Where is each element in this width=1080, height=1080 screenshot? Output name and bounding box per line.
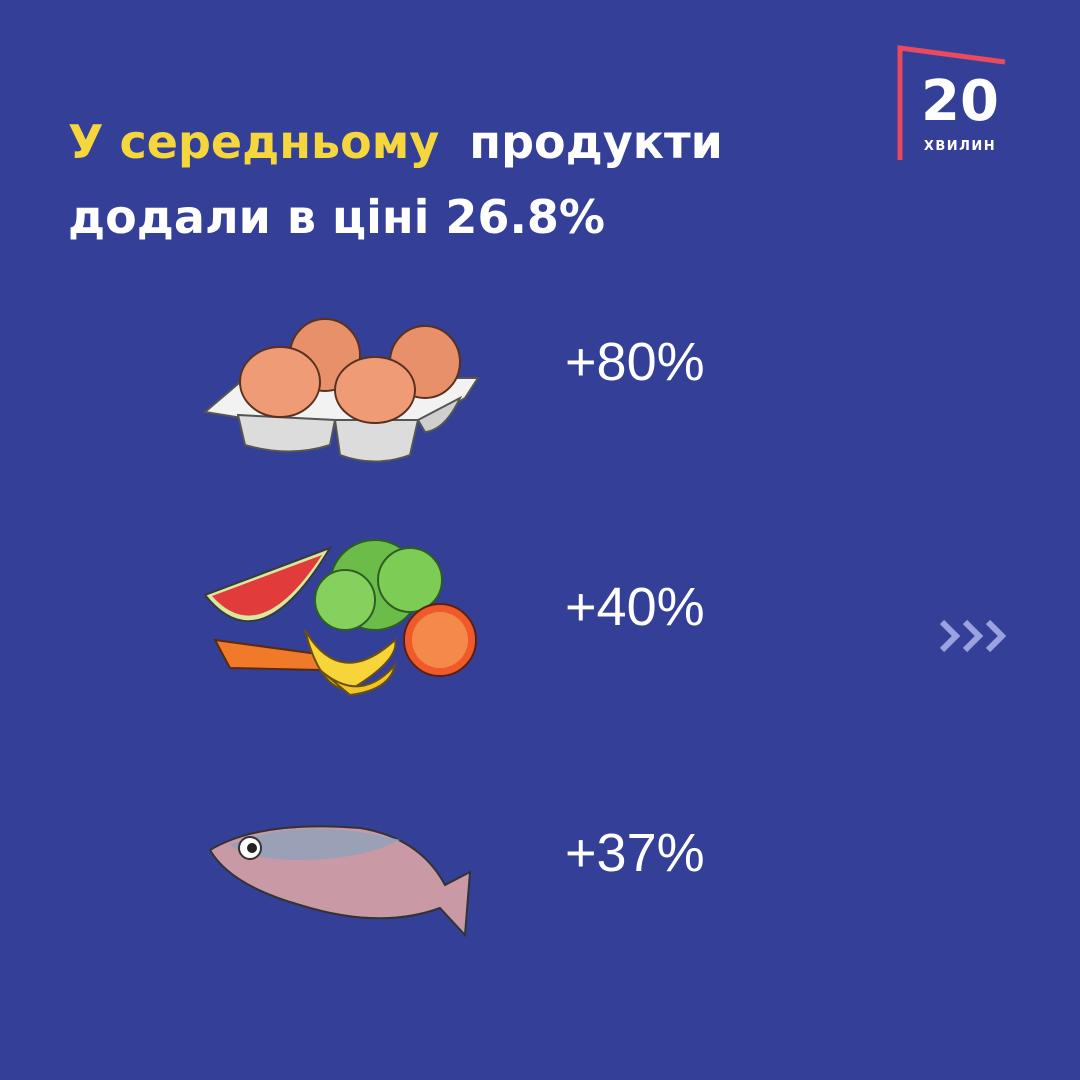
logo-word: ХВИЛИН bbox=[924, 139, 996, 154]
produce-icon bbox=[203, 539, 477, 697]
logo-number: 20 bbox=[921, 69, 999, 134]
item-value: +40% bbox=[565, 577, 705, 637]
item-value: +80% bbox=[565, 332, 705, 392]
logo: 20 ХВИЛИН bbox=[897, 45, 1006, 160]
eggs-icon bbox=[202, 318, 480, 463]
title-rest: продукти bbox=[469, 115, 723, 169]
title-line-1: У середньому продукти bbox=[68, 115, 723, 169]
title-highlight: У середньому bbox=[68, 115, 439, 169]
fish-icon bbox=[208, 825, 472, 938]
logo-frame bbox=[897, 45, 1006, 160]
title-line-2: додали в ціні 26.8% bbox=[68, 190, 605, 244]
next-arrows bbox=[939, 619, 1007, 653]
item-value: +37% bbox=[565, 823, 705, 883]
